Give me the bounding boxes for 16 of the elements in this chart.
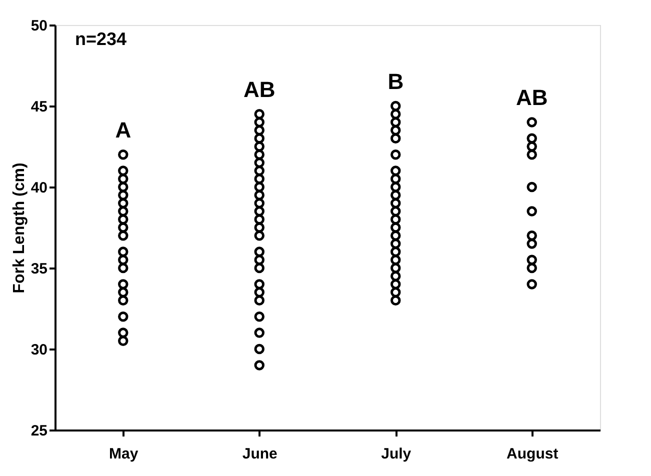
annotation: n=234 [75, 29, 127, 49]
y-tick-label: 35 [30, 260, 48, 278]
x-tick-label: July [381, 446, 412, 462]
annotation: AB [243, 77, 276, 102]
y-tick-label: 45 [30, 98, 48, 116]
annotation: A [115, 118, 132, 143]
annotation: B [388, 69, 404, 94]
y-tick-label: 30 [30, 342, 48, 358]
annotation: AB [516, 85, 548, 110]
y-tick-label: 40 [30, 180, 48, 196]
x-tick-label: August [506, 446, 558, 462]
x-tick-label: June [242, 446, 278, 462]
y-tick-label: 50 [30, 18, 48, 34]
x-tick-label: May [109, 446, 139, 462]
y-axis-title: Fork Length (cm) [10, 162, 28, 294]
y-tick-label: 25 [30, 422, 48, 440]
